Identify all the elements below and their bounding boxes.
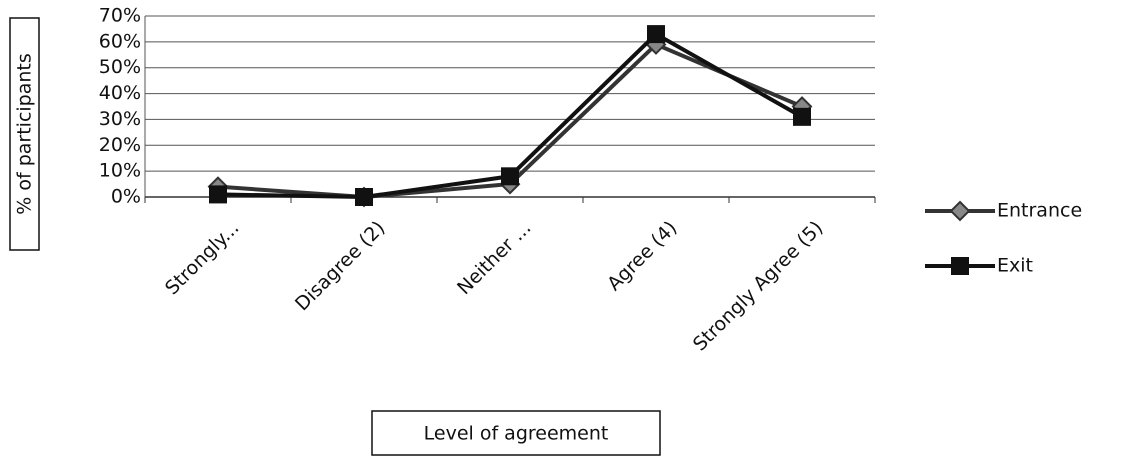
legend-marker xyxy=(951,257,969,275)
x-tick-label: Neither ... xyxy=(453,217,535,299)
x-tick-label: Strongly Agree (5) xyxy=(689,217,828,356)
x-label-box xyxy=(371,410,661,456)
y-tick-label: 70% xyxy=(99,5,141,27)
x-axis-label: Level of agreement xyxy=(424,423,609,445)
point xyxy=(793,107,811,126)
point xyxy=(647,25,665,44)
legend-label: Exit xyxy=(997,255,1033,277)
point xyxy=(355,188,373,206)
y-tick-label: 0% xyxy=(111,186,141,208)
x-tick-label: Disagree (2) xyxy=(291,217,389,315)
y-tick-label: 10% xyxy=(99,160,141,182)
x-tick-label: Strongly... xyxy=(161,217,243,299)
point xyxy=(501,167,519,186)
y-tick-label: 20% xyxy=(99,134,141,156)
y-label-box xyxy=(9,17,40,251)
y-tick-label: 40% xyxy=(99,82,141,104)
y-axis-label: % of participants xyxy=(14,53,36,215)
x-tick-label: Agree (4) xyxy=(603,217,681,295)
legend-label: Entrance xyxy=(997,200,1082,222)
point xyxy=(209,185,227,204)
y-tick-label: 60% xyxy=(99,30,141,52)
y-tick-label: 50% xyxy=(99,56,141,78)
y-tick-label: 30% xyxy=(99,108,141,130)
legend-marker xyxy=(949,200,971,222)
